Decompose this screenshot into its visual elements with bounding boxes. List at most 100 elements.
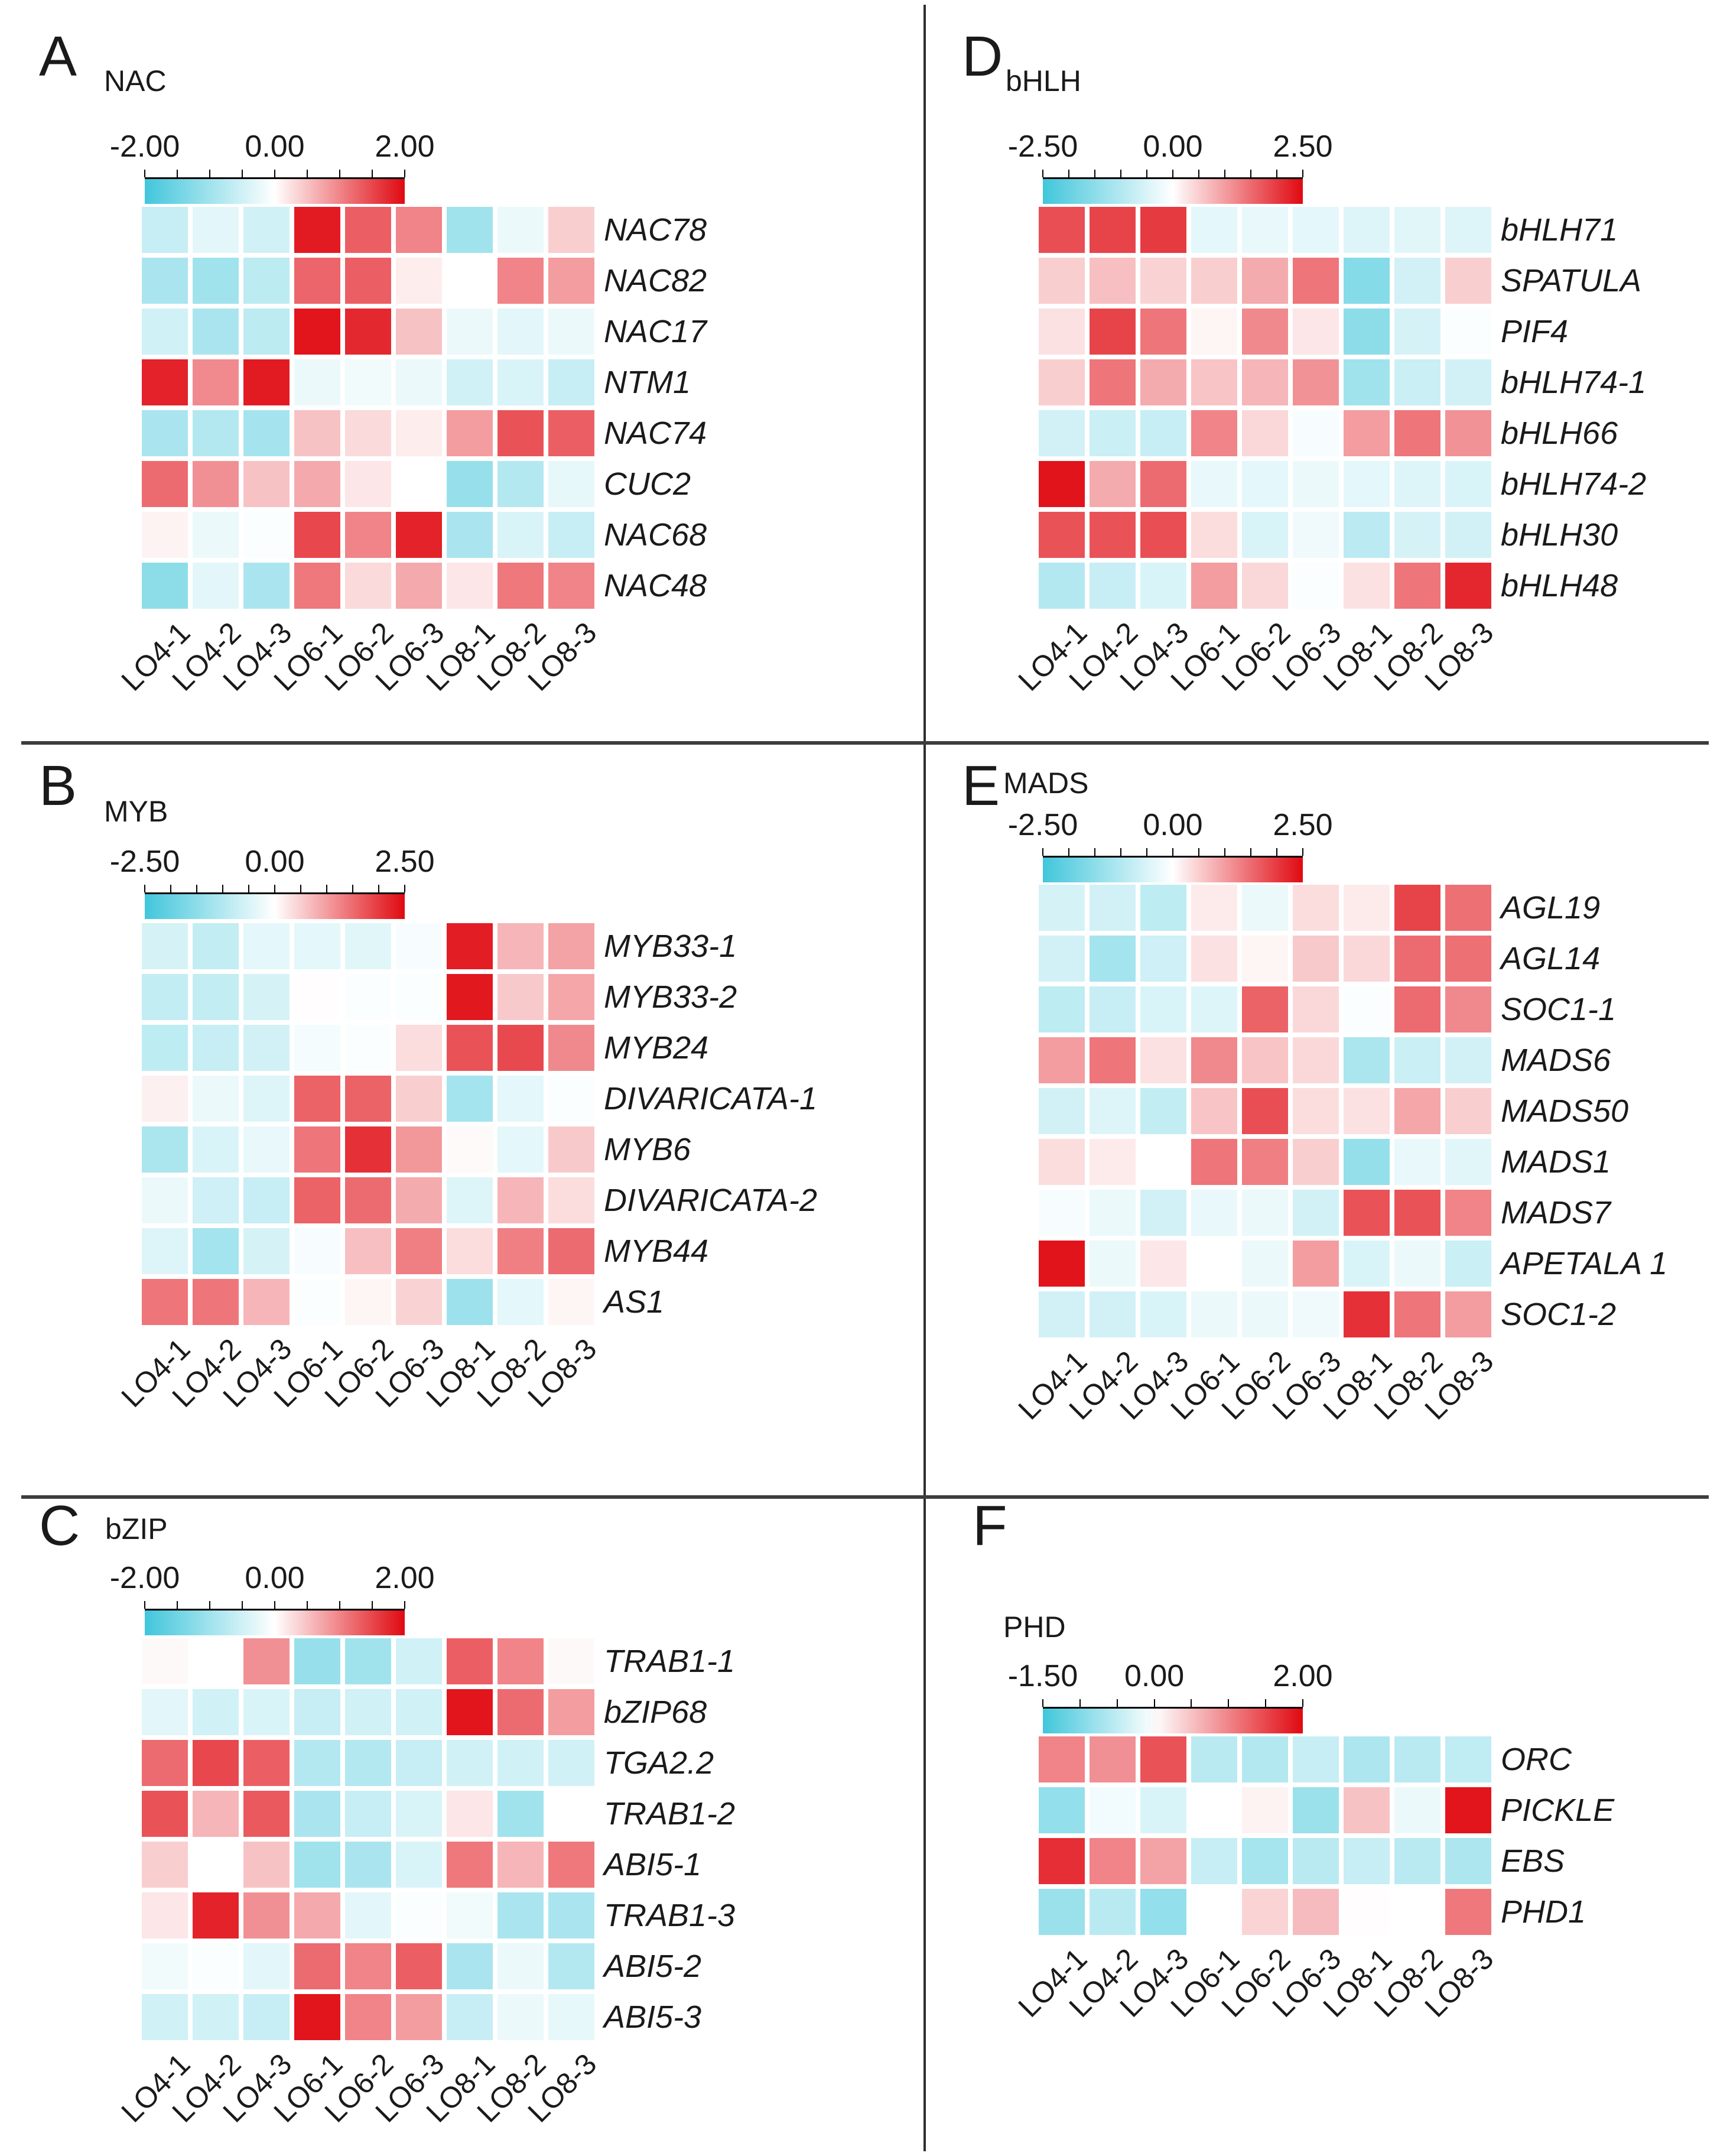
heatmap-cell	[396, 1791, 442, 1837]
heatmap-cell	[243, 1638, 290, 1684]
colorbar-zero-label: 0.00	[245, 129, 305, 164]
heatmap-cell	[396, 1892, 442, 1939]
heatmap-cell	[1140, 1190, 1186, 1236]
heatmap-cell	[548, 1279, 594, 1325]
colorbar-gradient	[1043, 856, 1303, 882]
heatmap-cell	[1242, 1088, 1288, 1134]
heatmap-cell	[447, 512, 493, 558]
heatmap-cell	[1191, 359, 1237, 405]
heatmap-cell	[243, 1689, 290, 1735]
heatmap-cell	[1293, 258, 1339, 304]
gene-label: TRAB1-1	[604, 1644, 736, 1679]
heatmap-cell	[294, 1025, 340, 1071]
colorbar-tick	[209, 1601, 210, 1609]
heatmap-cell	[142, 512, 188, 558]
heatmap-cell	[193, 923, 239, 969]
gene-label: NAC48	[604, 568, 707, 603]
heatmap-cell	[1394, 309, 1440, 355]
family-label-mads: MADS	[1003, 767, 1089, 800]
heatmap-cell	[1344, 1241, 1390, 1287]
heatmap-cell	[1445, 461, 1491, 507]
heatmap-cell	[1140, 986, 1186, 1032]
heatmap-cell	[1293, 885, 1339, 931]
heatmap-cell	[1445, 1291, 1491, 1337]
heatmap-cell	[142, 1025, 188, 1071]
heatmap-cell	[294, 461, 340, 507]
heatmap-cell	[1140, 1838, 1186, 1884]
heatmap-cell	[548, 1994, 594, 2040]
heatmap-cell	[193, 1791, 239, 1837]
heatmap-cell	[1140, 1291, 1186, 1337]
heatmap-cell	[1242, 512, 1288, 558]
heatmap-cell	[1293, 512, 1339, 558]
heatmap-cell	[243, 1177, 290, 1223]
heatmap-cell	[1039, 885, 1085, 931]
heatmap-cell	[1394, 1838, 1440, 1884]
heatmap-cell	[447, 923, 493, 969]
gene-label: MYB33-1	[604, 928, 737, 964]
heatmap-cell	[142, 1126, 188, 1173]
heatmap-cell	[1293, 1787, 1339, 1833]
heatmap-cell	[1039, 258, 1085, 304]
heatmap-cell	[345, 461, 391, 507]
heatmap-cell	[548, 1025, 594, 1071]
heatmap-cell	[1293, 1241, 1339, 1287]
heatmap-cell	[1394, 1088, 1440, 1134]
colorbar-tick	[248, 885, 249, 892]
heatmap-cell	[142, 1177, 188, 1223]
heatmap-cell	[1090, 1190, 1136, 1236]
gene-label: DIVARICATA-1	[604, 1081, 818, 1116]
heatmap-cell	[548, 207, 594, 253]
heatmap-cell	[447, 461, 493, 507]
heatmap-cell	[1394, 461, 1440, 507]
heatmap-cell	[1039, 1736, 1085, 1782]
gene-label: bZIP68	[604, 1694, 707, 1730]
heatmap-cell	[1191, 563, 1237, 609]
gene-label: DIVARICATA-2	[604, 1183, 818, 1218]
heatmap-cell	[497, 1076, 544, 1122]
heatmap-cell	[243, 563, 290, 609]
colorbar-tick	[1042, 848, 1043, 856]
heatmap-cell	[1394, 410, 1440, 456]
heatmap-cell	[142, 1740, 188, 1786]
heatmap-cell	[1242, 461, 1288, 507]
heatmap-cell	[447, 207, 493, 253]
heatmap-cell	[345, 1689, 391, 1735]
heatmap-cell	[1191, 1088, 1237, 1134]
heatmap-cell	[1191, 936, 1237, 982]
heatmap-cell	[1090, 986, 1136, 1032]
heatmap-cell	[497, 1177, 544, 1223]
heatmap-cell	[497, 1228, 544, 1274]
heatmap-cell	[243, 1076, 290, 1122]
heatmap-cell	[497, 1943, 544, 1989]
heatmap-cell	[1039, 936, 1085, 982]
heatmap-cell	[345, 512, 391, 558]
heatmap-cell	[1293, 1088, 1339, 1134]
colorbar-tick	[378, 885, 379, 892]
heatmap-cell	[1090, 1291, 1136, 1337]
heatmap-cell	[1090, 461, 1136, 507]
heatmap-cell	[243, 258, 290, 304]
heatmap-cell	[294, 923, 340, 969]
heatmap-cell	[1242, 1838, 1288, 1884]
heatmap-cell	[1242, 1139, 1288, 1185]
heatmap-cell	[1090, 512, 1136, 558]
heatmap-cell	[294, 1126, 340, 1173]
gene-label: PICKLE	[1501, 1793, 1615, 1828]
colorbar-tick	[1120, 170, 1121, 177]
colorbar-min-label: -2.00	[109, 1561, 180, 1595]
heatmap-cell	[294, 410, 340, 456]
heatmap-cell	[1394, 207, 1440, 253]
heatmap-cell	[1293, 207, 1339, 253]
heatmap-cell	[1039, 1889, 1085, 1935]
heatmap-cell	[548, 309, 594, 355]
heatmap-cell	[294, 512, 340, 558]
heatmap-cell	[1344, 563, 1390, 609]
heatmap-cell	[548, 1740, 594, 1786]
heatmap-cell	[142, 1791, 188, 1837]
heatmap-cell	[396, 1689, 442, 1735]
heatmap-cell	[142, 1689, 188, 1735]
heatmap-cell	[243, 1228, 290, 1274]
heatmap-cell	[1445, 936, 1491, 982]
colorbar-min-label: -2.50	[109, 845, 180, 879]
